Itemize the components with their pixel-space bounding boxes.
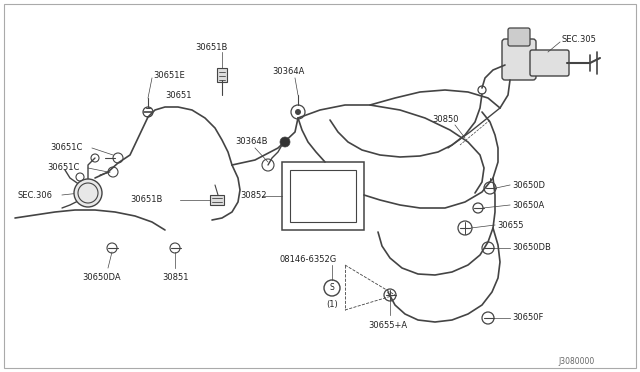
Text: 30650D: 30650D (512, 180, 545, 189)
Circle shape (295, 109, 301, 115)
Circle shape (74, 179, 102, 207)
Text: 30364A: 30364A (272, 67, 305, 77)
Text: 30851: 30851 (162, 273, 189, 282)
Text: J3080000: J3080000 (559, 357, 595, 366)
Text: 30650DB: 30650DB (512, 244, 551, 253)
Text: S: S (330, 283, 334, 292)
Bar (282, 162, 364, 230)
Bar (290, 170, 356, 222)
Text: 08146-6352G: 08146-6352G (280, 256, 337, 264)
FancyBboxPatch shape (508, 28, 530, 46)
FancyBboxPatch shape (530, 50, 569, 76)
Text: 30650A: 30650A (512, 201, 544, 209)
Bar (217, 68, 227, 82)
Text: (1): (1) (326, 301, 338, 310)
Text: 30651B: 30651B (130, 196, 163, 205)
Text: 30364B: 30364B (235, 138, 268, 147)
Text: 30651C: 30651C (50, 144, 83, 153)
Text: 30651: 30651 (165, 90, 191, 99)
FancyBboxPatch shape (502, 39, 536, 80)
Bar (210, 195, 224, 205)
Text: 30651E: 30651E (153, 71, 185, 80)
Text: 30650F: 30650F (512, 314, 543, 323)
Text: SEC.305: SEC.305 (562, 35, 597, 45)
Text: SEC.306: SEC.306 (18, 190, 53, 199)
Circle shape (280, 137, 290, 147)
Text: 30852: 30852 (240, 192, 266, 201)
Text: 30655: 30655 (497, 221, 524, 230)
Text: 30651C: 30651C (47, 164, 79, 173)
Text: 30655+A: 30655+A (368, 321, 407, 330)
Text: 30850: 30850 (432, 115, 458, 125)
Text: 30650DA: 30650DA (82, 273, 120, 282)
Text: 30651B: 30651B (195, 44, 227, 52)
